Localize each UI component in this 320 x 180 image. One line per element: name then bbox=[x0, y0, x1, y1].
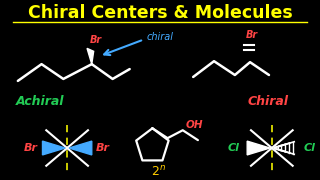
Text: Cl: Cl bbox=[304, 143, 316, 153]
Text: Br: Br bbox=[90, 35, 102, 46]
Polygon shape bbox=[247, 141, 270, 155]
Text: Achiral: Achiral bbox=[16, 95, 64, 108]
Text: chiral: chiral bbox=[147, 31, 174, 42]
Text: Cl: Cl bbox=[228, 143, 240, 153]
Text: Chiral Centers & Molecules: Chiral Centers & Molecules bbox=[28, 4, 292, 22]
Text: Chiral: Chiral bbox=[247, 95, 288, 108]
Text: Br: Br bbox=[96, 143, 110, 153]
Text: OH: OH bbox=[185, 120, 203, 130]
Polygon shape bbox=[69, 141, 92, 155]
Text: $2^n$: $2^n$ bbox=[151, 165, 166, 179]
Text: Br: Br bbox=[24, 143, 38, 153]
Text: Br: Br bbox=[246, 30, 258, 40]
Polygon shape bbox=[87, 48, 94, 64]
Polygon shape bbox=[43, 141, 65, 155]
